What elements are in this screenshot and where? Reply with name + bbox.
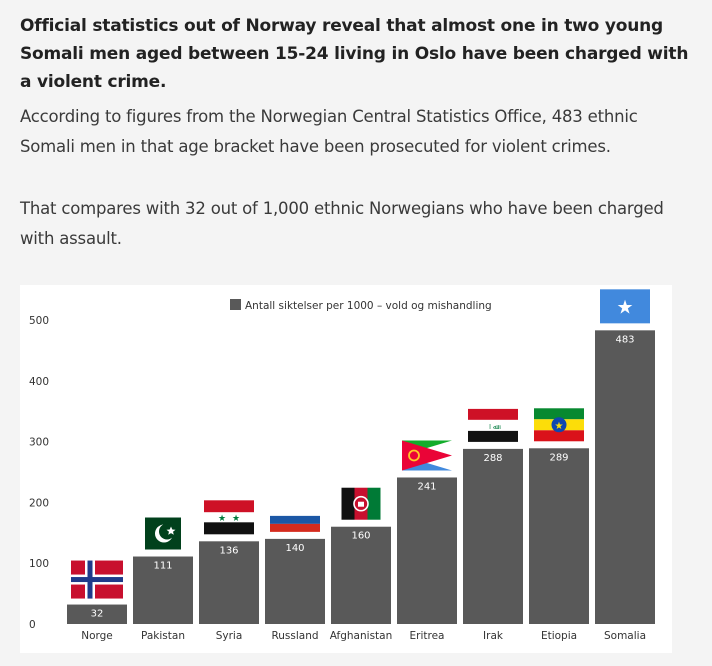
legend-label: Antall siktelser per 1000 – vold og mish… [245, 300, 492, 312]
y-tick-label: 100 [29, 558, 49, 570]
article-lead: Official statistics out of Norway reveal… [20, 16, 689, 92]
ethiopia-flag-icon [534, 408, 584, 442]
bar [199, 541, 259, 624]
bar-chart: ★ ★ [29, 289, 655, 642]
legend-swatch [230, 299, 241, 310]
y-tick-label: 400 [29, 376, 49, 388]
article-paragraph: According to figures from the Norwegian … [20, 107, 638, 156]
bar [331, 526, 391, 624]
x-tick-label: Syria [216, 630, 243, 642]
y-tick-label: 0 [29, 619, 36, 631]
norway-flag-icon [71, 560, 123, 599]
iraq-flag-icon [468, 408, 518, 442]
y-tick-label: 200 [29, 497, 49, 509]
x-tick-label: Pakistan [141, 630, 185, 642]
syria-flag-icon [204, 500, 254, 535]
data-label: 136 [219, 545, 238, 556]
y-tick-label: 300 [29, 437, 49, 449]
x-tick-label: Irak [483, 630, 504, 642]
x-tick-label: Afghanistan [330, 630, 393, 642]
bar-chart-image: ★ ★ [20, 285, 672, 653]
bar [397, 477, 457, 624]
x-tick-label: Etiopia [541, 630, 577, 642]
pakistan-flag-icon [145, 517, 181, 550]
data-label: 160 [351, 531, 370, 542]
data-label: 111 [153, 561, 172, 572]
y-tick-label: 500 [29, 315, 49, 327]
data-label: 140 [285, 543, 304, 554]
bar [595, 330, 655, 624]
data-label: 289 [549, 452, 568, 463]
chart-legend: Antall siktelser per 1000 – vold og mish… [230, 299, 492, 312]
bar [463, 448, 523, 624]
bar [265, 538, 325, 624]
bar [67, 604, 127, 624]
data-label: 32 [91, 609, 104, 620]
eritrea-flag-icon [401, 439, 453, 472]
x-tick-label: Eritrea [410, 630, 445, 642]
afghanistan-flag-icon [340, 486, 382, 521]
somalia-flag-icon [600, 289, 650, 324]
data-label: 241 [417, 481, 436, 492]
x-tick-label: Russland [271, 630, 318, 642]
article-paragraph: That compares with 32 out of 1,000 ethni… [20, 199, 664, 248]
data-label: 483 [615, 334, 634, 345]
bar [133, 556, 193, 624]
x-tick-label: Norge [81, 630, 113, 642]
data-label: 288 [483, 453, 502, 464]
bar [529, 448, 589, 624]
x-tick-label: Somalia [604, 630, 646, 642]
russia-flag-icon [270, 507, 320, 532]
